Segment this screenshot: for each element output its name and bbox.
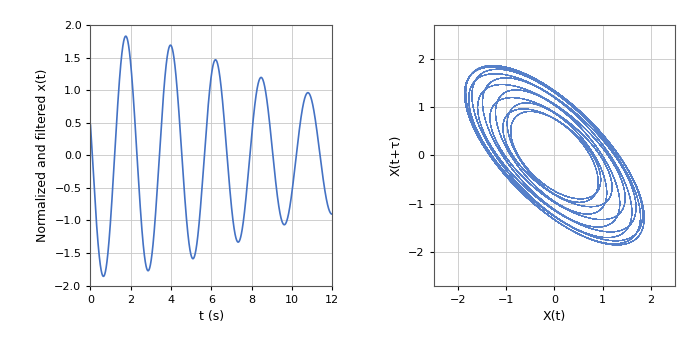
X-axis label: t (s): t (s) — [199, 310, 224, 323]
Y-axis label: Normalized and filtered x(t): Normalized and filtered x(t) — [35, 69, 49, 242]
Y-axis label: X(t+τ): X(t+τ) — [390, 135, 402, 176]
X-axis label: X(t): X(t) — [543, 310, 566, 323]
